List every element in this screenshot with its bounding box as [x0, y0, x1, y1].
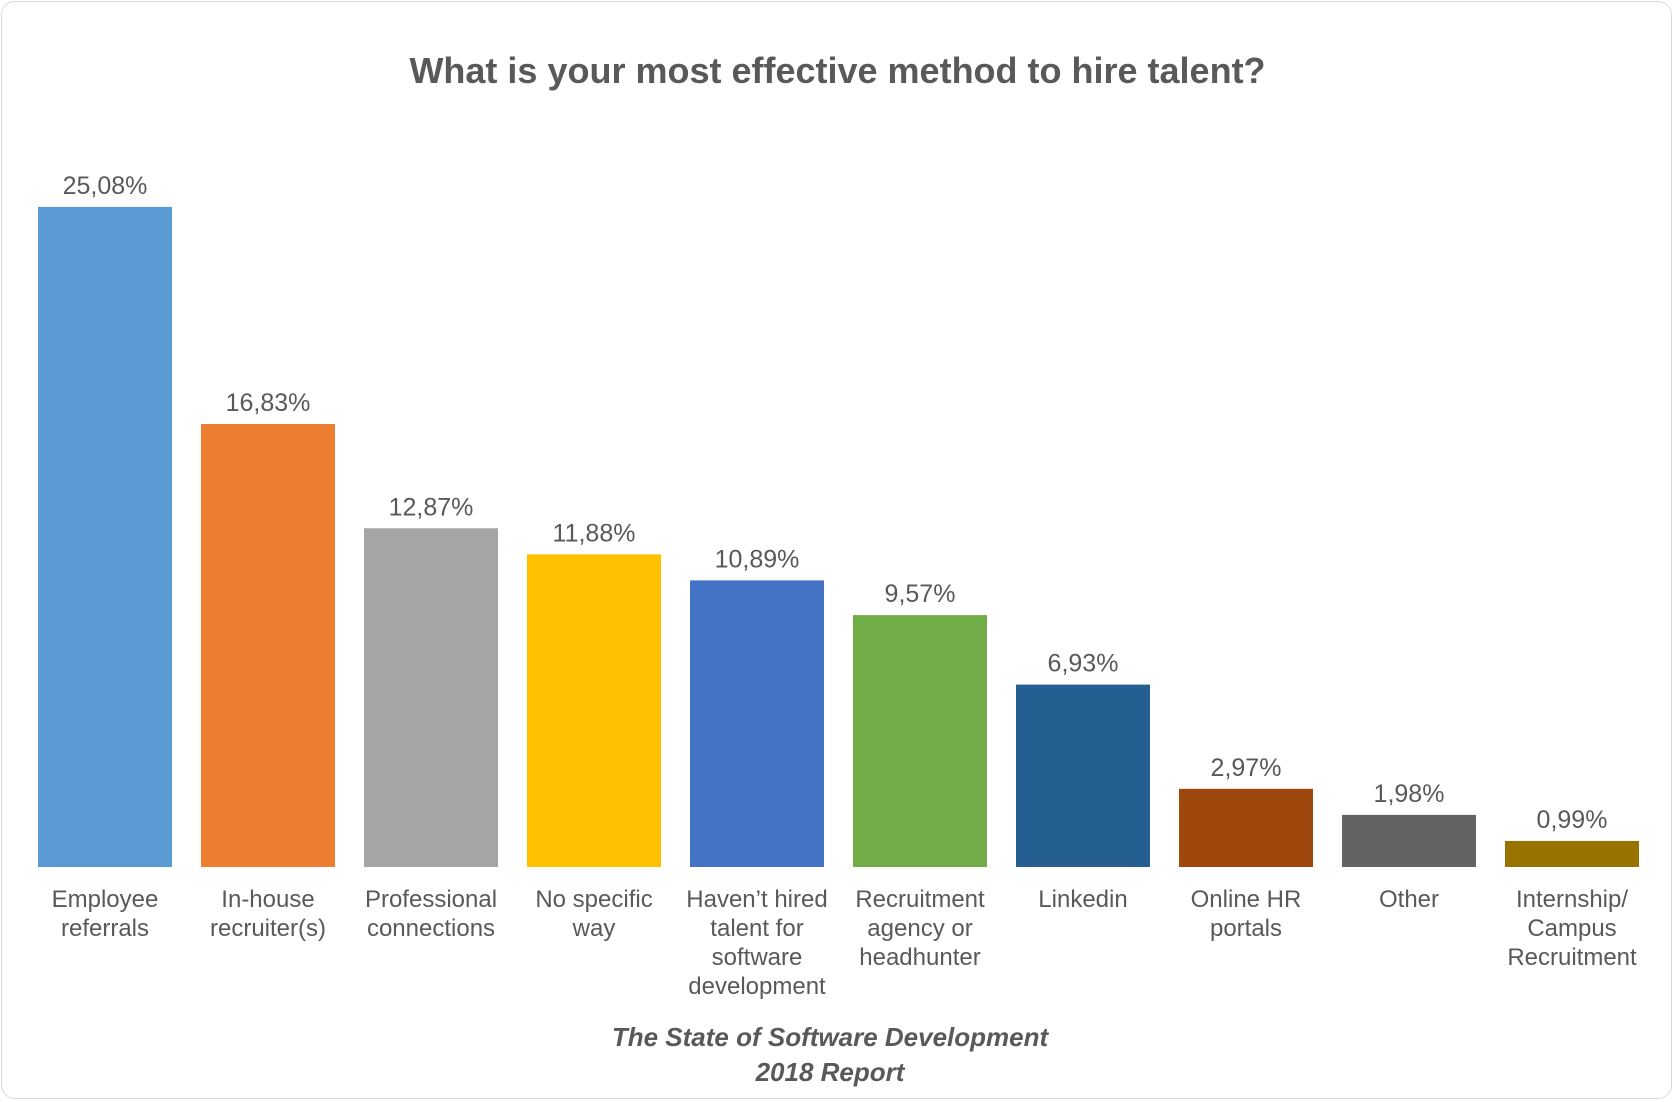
- bar: [527, 554, 661, 867]
- category-label-line: In-house: [221, 886, 314, 913]
- bar: [1179, 788, 1313, 867]
- category-label: No specific way: [535, 886, 652, 942]
- data-label: 0,99%: [1537, 806, 1608, 834]
- footer-line-2: 2018 Report: [755, 1057, 905, 1087]
- bar: [201, 424, 335, 867]
- category-label-line: development: [688, 973, 826, 1000]
- data-label: 16,83%: [226, 389, 311, 417]
- bar: [1342, 814, 1476, 867]
- bar: [1016, 684, 1150, 867]
- category-label-line: Haven’t hired: [686, 886, 827, 913]
- bar: [853, 615, 987, 867]
- category-label: Professional connections: [365, 886, 497, 942]
- category-label-line: portals: [1210, 915, 1282, 942]
- category-label-line: Recruitment: [1507, 944, 1637, 971]
- data-label: 1,98%: [1374, 780, 1445, 808]
- category-label-line: Campus: [1527, 915, 1616, 942]
- category-label-line: referrals: [61, 915, 149, 942]
- category-label-line: No specific: [535, 886, 652, 913]
- category-label: Other: [1379, 886, 1439, 913]
- category-label: Employee referrals: [52, 886, 159, 942]
- category-label-line: recruiter(s): [210, 915, 326, 942]
- category-label-line: software: [712, 944, 803, 971]
- bar: [364, 528, 498, 867]
- category-label-line: Linkedin: [1038, 886, 1127, 913]
- category-label-line: Online HR: [1191, 886, 1302, 913]
- category-label: In-house recruiter(s): [210, 886, 326, 942]
- chart-title: What is your most effective method to hi…: [409, 50, 1266, 91]
- category-label-line: Professional: [365, 886, 497, 913]
- data-label: 9,57%: [885, 580, 956, 608]
- chart-footer: The State of Software Development 2018 R…: [0, 1020, 1660, 1090]
- category-label-line: Employee: [52, 886, 159, 913]
- category-label-line: talent for: [710, 915, 803, 942]
- category-label-line: Internship/: [1516, 886, 1628, 913]
- category-label-line: headhunter: [859, 944, 980, 971]
- category-label: Linkedin: [1038, 886, 1127, 913]
- bar: [1505, 840, 1639, 867]
- category-label-line: agency or: [867, 915, 972, 942]
- category-label-line: Recruitment: [855, 886, 985, 913]
- category-label-line: way: [572, 915, 616, 942]
- category-label: Online HR portals: [1191, 886, 1302, 942]
- category-label-line: Other: [1379, 886, 1439, 913]
- data-label: 25,08%: [63, 172, 148, 200]
- data-label: 2,97%: [1211, 754, 1282, 782]
- category-label: Haven’t hired talent for software developme…: [686, 886, 827, 1000]
- data-label: 10,89%: [715, 545, 800, 573]
- bar: [38, 206, 172, 867]
- data-label: 12,87%: [389, 493, 474, 521]
- category-label-line: connections: [367, 915, 495, 942]
- category-label: Internship/Campus Recruitment: [1507, 886, 1637, 971]
- bar: [690, 580, 824, 867]
- data-label: 6,93%: [1048, 650, 1119, 678]
- data-label: 11,88%: [553, 519, 636, 547]
- category-label: Recruitment agency or headhunter: [855, 886, 985, 971]
- footer-line-1: The State of Software Development: [611, 1022, 1049, 1052]
